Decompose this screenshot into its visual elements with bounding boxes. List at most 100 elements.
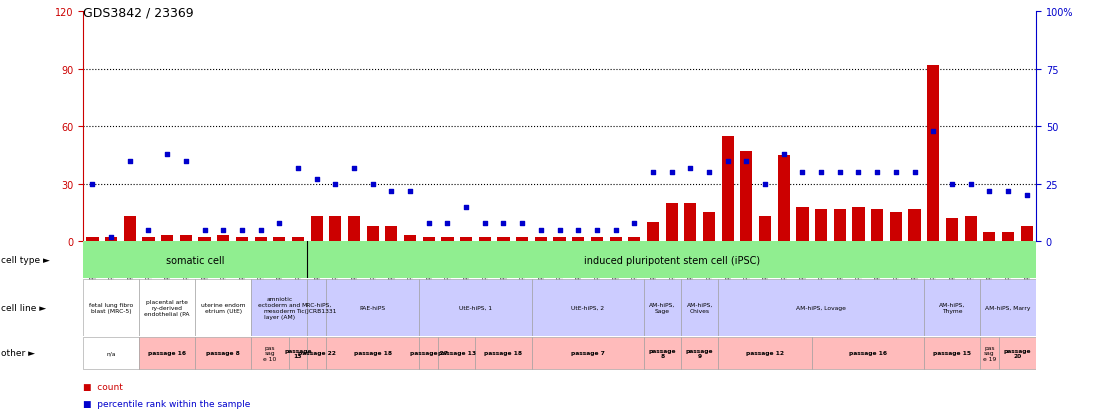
Bar (497, 238, 510, 242)
Bar (924, 337, 979, 369)
Bar (946, 219, 958, 242)
Bar (702, 213, 715, 242)
Bar (326, 337, 420, 369)
Point (270, 220, 288, 227)
Point (719, 158, 737, 165)
Bar (198, 238, 211, 242)
Text: ■  count: ■ count (83, 382, 123, 391)
Text: GSM520708: GSM520708 (987, 242, 992, 279)
Point (774, 151, 792, 158)
Text: GSM520683: GSM520683 (931, 242, 936, 279)
Text: fetal lung fibro
blast (MRC-5): fetal lung fibro blast (MRC-5) (89, 302, 133, 313)
Bar (1002, 232, 1014, 242)
Text: cell type ►: cell type ► (1, 256, 50, 265)
Text: passage 16: passage 16 (148, 351, 186, 356)
Bar (572, 238, 584, 242)
Text: GSM520702: GSM520702 (613, 242, 618, 280)
Text: passage 12: passage 12 (746, 351, 784, 356)
Text: PAE-hiPS: PAE-hiPS (360, 305, 386, 310)
Bar (252, 279, 307, 336)
Bar (475, 337, 532, 369)
Bar (516, 238, 529, 242)
Bar (348, 217, 360, 242)
Bar (367, 226, 379, 242)
Point (551, 227, 568, 233)
Bar (628, 238, 640, 242)
Text: GSM520713: GSM520713 (370, 242, 376, 280)
Bar (161, 236, 173, 242)
Bar (404, 236, 417, 242)
Text: GSM520672: GSM520672 (669, 242, 674, 280)
Text: GSM520704: GSM520704 (146, 242, 151, 280)
Text: GSM520703: GSM520703 (632, 242, 637, 280)
Bar (83, 242, 307, 279)
Bar (420, 279, 532, 336)
Bar (815, 209, 828, 242)
Text: uterine endom
etrium (UtE): uterine endom etrium (UtE) (201, 302, 246, 313)
Bar (685, 204, 697, 242)
Bar (83, 279, 140, 336)
Text: GSM520690: GSM520690 (277, 242, 281, 279)
Point (888, 169, 905, 176)
Bar (329, 217, 341, 242)
Point (140, 227, 157, 233)
Text: GSM520689: GSM520689 (258, 242, 263, 279)
Point (494, 220, 512, 227)
Text: GSM520679: GSM520679 (800, 242, 804, 280)
Bar (217, 236, 229, 242)
Bar (83, 337, 140, 369)
Point (439, 220, 456, 227)
Text: GSM520698: GSM520698 (538, 242, 543, 279)
Text: AM-hiPS, Marry: AM-hiPS, Marry (985, 305, 1030, 310)
Bar (291, 238, 304, 242)
Bar (591, 238, 603, 242)
Bar (274, 238, 286, 242)
Text: GSM520676: GSM520676 (856, 242, 861, 279)
Point (308, 176, 326, 183)
Bar (983, 232, 995, 242)
Bar (252, 337, 288, 369)
Text: GSM520709: GSM520709 (482, 242, 488, 280)
Bar (535, 238, 547, 242)
Text: UtE-hiPS, 1: UtE-hiPS, 1 (459, 305, 492, 310)
Point (420, 220, 438, 227)
Point (1018, 192, 1036, 199)
Bar (721, 137, 733, 242)
Point (869, 169, 886, 176)
Bar (288, 337, 307, 369)
Bar (979, 337, 998, 369)
Text: GSM520674: GSM520674 (819, 242, 823, 280)
Text: GSM520700: GSM520700 (576, 242, 581, 279)
Bar (909, 209, 921, 242)
Bar (236, 238, 248, 242)
Text: GSM520712: GSM520712 (520, 242, 525, 280)
Text: GSM520706: GSM520706 (1005, 242, 1010, 279)
Point (382, 188, 400, 195)
Point (214, 227, 232, 233)
Point (513, 220, 531, 227)
Bar (124, 217, 136, 242)
Text: passage 27: passage 27 (410, 351, 448, 356)
Text: GSM520680: GSM520680 (743, 242, 749, 279)
Text: GSM520668: GSM520668 (315, 242, 319, 279)
Bar (307, 242, 1036, 279)
Bar (422, 238, 434, 242)
Bar (681, 337, 718, 369)
Text: n/a: n/a (106, 351, 116, 356)
Text: AM-hiPS, Lovage: AM-hiPS, Lovage (797, 305, 847, 310)
Text: GSM520678: GSM520678 (781, 242, 787, 279)
Point (177, 158, 195, 165)
Text: amniotic
ectoderm and
mesoderm
layer (AM): amniotic ectoderm and mesoderm layer (AM… (258, 297, 300, 319)
Bar (195, 279, 252, 336)
Bar (871, 209, 883, 242)
Text: MRC-hiPS,
Tic(JCRB1331: MRC-hiPS, Tic(JCRB1331 (297, 302, 337, 313)
Text: GSM520695: GSM520695 (427, 242, 431, 279)
Point (363, 181, 381, 188)
Text: placental arte
ry-derived
endothelial (PA: placental arte ry-derived endothelial (P… (144, 299, 189, 316)
Text: passage 8: passage 8 (206, 351, 240, 356)
Bar (554, 238, 565, 242)
Bar (438, 337, 475, 369)
Bar (740, 152, 752, 242)
Text: induced pluripotent stem cell (iPSC): induced pluripotent stem cell (iPSC) (584, 255, 760, 265)
Point (158, 151, 176, 158)
